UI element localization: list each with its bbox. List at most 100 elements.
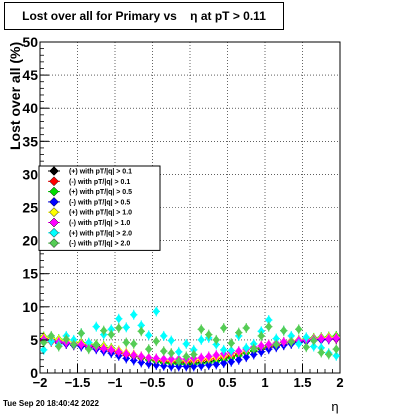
data-point [205, 351, 213, 362]
data-point [212, 350, 220, 361]
point-marker [332, 344, 340, 354]
data-point [235, 327, 243, 338]
data-point [175, 361, 183, 372]
point-marker [302, 342, 310, 352]
point-marker [107, 324, 115, 334]
data-point [205, 329, 213, 340]
point-marker [332, 351, 340, 361]
y-tick-label: 50 [22, 34, 38, 50]
x-tick-label: 0 [186, 375, 193, 390]
point-marker [227, 345, 235, 355]
data-point [137, 351, 145, 362]
point-marker [310, 336, 318, 346]
point-marker [265, 340, 273, 350]
point-marker [265, 315, 273, 325]
point-marker [302, 332, 310, 342]
data-point [302, 342, 310, 353]
data-point [122, 322, 130, 333]
data-point [280, 325, 288, 336]
data-point [160, 330, 168, 341]
data-point [317, 347, 325, 358]
point-marker [295, 339, 303, 349]
point-marker [190, 361, 198, 371]
point-marker [62, 334, 70, 344]
legend-label: (+) with pT/|q| > 0.5 [69, 189, 132, 196]
point-marker [332, 333, 340, 343]
point-marker [137, 326, 145, 336]
point-marker [197, 353, 205, 363]
data-point [92, 321, 100, 332]
legend-marker [49, 197, 59, 207]
point-marker [70, 340, 78, 350]
point-marker [130, 339, 138, 349]
legend-label: (+) with pT/|q| > 0.1 [69, 169, 132, 176]
point-marker [212, 335, 220, 345]
data-point [250, 343, 258, 354]
data-point [115, 322, 123, 333]
data-point [182, 338, 190, 349]
legend-marker [49, 186, 59, 197]
data-point [152, 353, 160, 364]
point-marker [310, 342, 318, 352]
point-marker [242, 352, 250, 362]
point-marker [182, 361, 190, 371]
point-marker [295, 324, 303, 334]
data-point [325, 333, 333, 344]
data-point [280, 336, 288, 347]
y-tick-label: 45 [22, 67, 38, 83]
data-point [130, 309, 138, 320]
data-point [197, 352, 205, 363]
data-point [130, 338, 138, 349]
y-tick-label: 30 [22, 166, 38, 182]
legend-label: (-) with pT/|q| > 0.1 [69, 179, 130, 186]
point-marker [145, 359, 153, 369]
point-marker [167, 354, 175, 364]
data-point [145, 344, 153, 355]
point-marker [235, 346, 243, 356]
point-marker [92, 322, 100, 332]
legend-marker [49, 217, 59, 228]
point-marker [152, 353, 160, 363]
data-point [145, 330, 153, 341]
x-tick-label: −1 [108, 375, 123, 390]
x-tick-label: 1.5 [293, 375, 311, 390]
y-tick-label: 35 [22, 133, 38, 149]
point-marker [190, 349, 198, 359]
data-point [77, 328, 85, 339]
legend-marker [49, 227, 59, 238]
point-marker [122, 349, 130, 359]
x-tick-label: −2 [33, 375, 48, 390]
data-point [152, 306, 160, 317]
point-marker [137, 320, 145, 330]
data-point [92, 340, 100, 351]
point-marker [250, 349, 258, 359]
point-marker [107, 345, 115, 355]
footer-date: Tue Sep 20 18:40:42 2022 [3, 399, 99, 408]
data-point [242, 322, 250, 333]
point-marker [280, 326, 288, 336]
data-point [220, 322, 228, 333]
point-marker [115, 323, 123, 333]
y-tick-label: 10 [22, 299, 38, 315]
data-point [205, 360, 213, 371]
point-marker [152, 360, 160, 370]
point-marker [145, 353, 153, 363]
point-marker [130, 310, 138, 320]
title-box: Lost over all for Primary vs η at pT > 0… [4, 2, 284, 30]
point-marker [160, 361, 168, 371]
y-tick-label: 40 [22, 100, 38, 116]
point-marker [287, 331, 295, 341]
point-marker [137, 351, 145, 361]
data-point [122, 348, 130, 359]
point-marker [220, 345, 228, 355]
series-8 [40, 321, 340, 367]
data-point [182, 351, 190, 362]
point-marker [325, 334, 333, 344]
data-point [332, 344, 340, 355]
point-marker [152, 306, 160, 316]
data-point [115, 346, 123, 357]
x-tick-label: −0.5 [140, 375, 166, 390]
point-marker [205, 351, 213, 361]
point-marker [100, 326, 108, 336]
point-marker [220, 358, 228, 368]
